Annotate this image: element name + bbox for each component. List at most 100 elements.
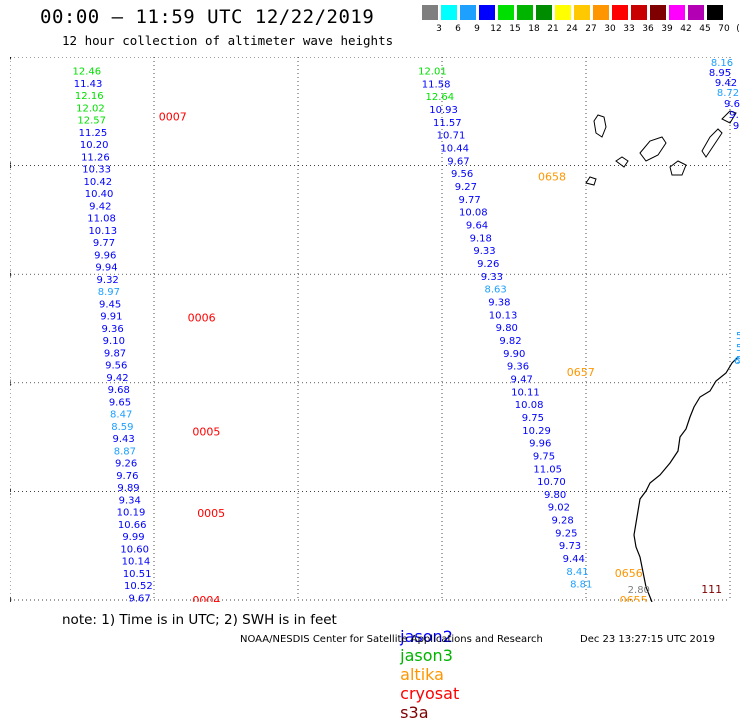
island-hierro <box>585 176 597 186</box>
legend-swatch <box>593 5 609 20</box>
african-coastline <box>633 356 739 602</box>
swh-value: 5 <box>736 343 740 354</box>
swh-value: 9.02 <box>548 503 570 514</box>
swh-value: 9.18 <box>470 233 492 244</box>
swh-value: 9.89 <box>117 483 139 494</box>
legend-label: 3 <box>436 24 442 34</box>
swh-value: 9.91 <box>100 312 122 323</box>
swh-value: 9.36 <box>101 324 123 335</box>
island-gomera <box>615 156 629 168</box>
swh-value: 9.42 <box>715 78 737 89</box>
swh-value: 9.44 <box>563 554 585 565</box>
pass-time-label: 0005 <box>192 426 220 439</box>
swh-value: 9.56 <box>451 169 473 180</box>
swh-value: 9.96 <box>529 439 551 450</box>
swh-value: 9.32 <box>97 275 119 286</box>
legend-label: 45 <box>699 24 711 34</box>
swh-value: 9.94 <box>95 263 117 274</box>
legend-label: 15 <box>509 24 521 34</box>
lat-tick-label: 26 <box>10 270 12 280</box>
swh-value: 9.75 <box>533 451 555 462</box>
swh-value: 10.08 <box>459 208 488 219</box>
swh-value: 11.58 <box>422 79 451 90</box>
swh-value: 12.16 <box>75 91 104 102</box>
swh-value: 11.57 <box>433 118 462 129</box>
swh-value: 12.02 <box>76 103 105 114</box>
swh-value: 9.90 <box>503 349 525 360</box>
swh-value: 10.42 <box>84 177 113 188</box>
swh-value: 11.26 <box>81 152 110 163</box>
swh-value: 9.77 <box>458 195 480 206</box>
swh-value: 9.75 <box>522 413 544 424</box>
swh-value: 8.81 <box>570 580 592 591</box>
swh-value: 12.64 <box>426 92 455 103</box>
swh-value: 10.11 <box>511 387 540 398</box>
swh-value: 10.08 <box>515 400 544 411</box>
legend-swatch <box>498 5 514 20</box>
swh-value: 9.38 <box>488 297 510 308</box>
swh-value: 9.47 <box>511 374 533 385</box>
swh-value: 12.57 <box>77 116 106 127</box>
swh-value: 10.33 <box>82 165 111 176</box>
swh-value: 11.08 <box>87 214 116 225</box>
swh-value: 8.63 <box>485 285 507 296</box>
swh-value: 10.93 <box>429 105 458 116</box>
legend-swatch <box>517 5 533 20</box>
swh-value: 9.99 <box>122 532 144 543</box>
lat-tick-label: 28 <box>10 162 12 172</box>
swh-value: 2.80 <box>628 585 650 596</box>
swh-value: 10.14 <box>122 557 151 568</box>
swh-value: 9.87 <box>104 348 126 359</box>
pass-time-label: 0006 <box>188 312 216 325</box>
swh-value: 10.70 <box>537 477 566 488</box>
swh-value: 9.64 <box>466 221 488 232</box>
map-subtitle: 12 hour collection of altimeter wave hei… <box>62 33 394 48</box>
legend-swatch <box>612 5 628 20</box>
legend-swatch <box>669 5 685 20</box>
swh-value: 10.71 <box>437 131 466 142</box>
legend-label: 42 <box>680 24 692 34</box>
swh-value: 9.80 <box>544 490 566 501</box>
pass-time-label: 111 <box>701 583 722 596</box>
swh-value: 9.68 <box>108 385 130 396</box>
legend-label: 30 <box>604 24 616 34</box>
pass-time-label: 0657 <box>567 366 595 379</box>
swh-value: 9.65 <box>109 397 131 408</box>
swh-value: 10.60 <box>120 544 149 555</box>
swh-value: 9.33 <box>481 272 503 283</box>
swh-value: 9.80 <box>496 323 518 334</box>
swh-value: 10.51 <box>123 569 152 580</box>
swh-value: 8.72 <box>717 88 739 99</box>
pass-time-label: 0655 <box>620 594 648 602</box>
wave-height-map: 302826242220-30-27-24-21-18-15 12.4611.4… <box>10 57 740 602</box>
legend-swatch <box>460 5 476 20</box>
swh-value: 9.26 <box>115 459 137 470</box>
footnote: note: 1) Time is in UTC; 2) SWH is in fe… <box>62 612 337 628</box>
sat-jason2: jason2 <box>400 627 453 646</box>
lat-tick-label: 22 <box>10 487 12 497</box>
swh-value: 10.19 <box>117 508 146 519</box>
island-la-palma <box>593 114 607 138</box>
legend-label: 18 <box>528 24 540 34</box>
swh-value: 9.33 <box>473 246 495 257</box>
swh-value: 9.43 <box>113 434 135 445</box>
swh-value: 9.25 <box>555 528 577 539</box>
swh-value: 9 <box>733 121 739 132</box>
swh-value: 10.44 <box>440 144 469 155</box>
swh-value: 9.82 <box>499 336 521 347</box>
swh-value: 8.47 <box>110 410 132 421</box>
legend-label: 12 <box>490 24 502 34</box>
time-labels: 0007 0006 0005 0005 0004 0658 0657 0656 0655 111 <box>159 111 722 602</box>
swh-value: 11.05 <box>533 464 562 475</box>
credit-line: NOAA/NESDIS Center for Satellite Applica… <box>240 634 543 645</box>
legend-label: 36 <box>642 24 654 34</box>
swh-value: 5 <box>736 355 740 366</box>
swh-value: 9.6 <box>724 99 740 110</box>
legend-swatch <box>479 5 495 20</box>
swh-value: 9.34 <box>119 495 141 506</box>
legend-label: 9 <box>474 24 480 34</box>
legend-label: 39 <box>661 24 673 34</box>
swh-value: 8.97 <box>98 287 120 298</box>
